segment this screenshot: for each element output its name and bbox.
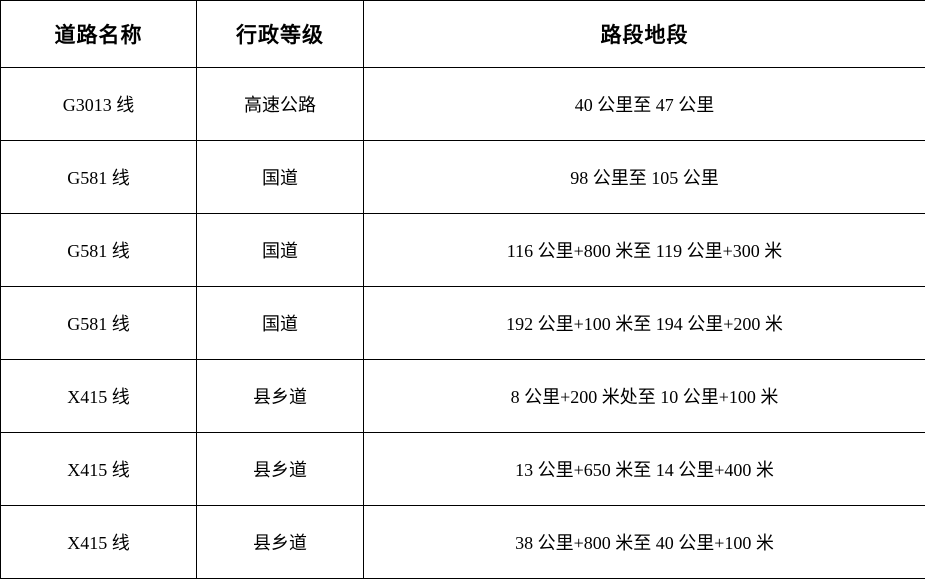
road-section-cell: 98 公里至 105 公里 bbox=[363, 140, 925, 214]
column-header-admin-level: 行政等级 bbox=[196, 0, 364, 68]
road-name-cell: X415 线 bbox=[0, 505, 197, 579]
admin-level-cell: 国道 bbox=[196, 140, 364, 214]
road-name-cell: G3013 线 bbox=[0, 67, 197, 141]
table-row: G581 线 国道 98 公里至 105 公里 bbox=[0, 140, 925, 214]
admin-level-cell: 国道 bbox=[196, 286, 364, 360]
road-section-cell: 8 公里+200 米处至 10 公里+100 米 bbox=[363, 359, 925, 433]
admin-level-cell: 县乡道 bbox=[196, 432, 364, 506]
table-row: G3013 线 高速公路 40 公里至 47 公里 bbox=[0, 67, 925, 141]
road-section-cell: 192 公里+100 米至 194 公里+200 米 bbox=[363, 286, 925, 360]
table-row: X415 线 县乡道 8 公里+200 米处至 10 公里+100 米 bbox=[0, 359, 925, 433]
column-header-road-section: 路段地段 bbox=[363, 0, 925, 68]
table-row: X415 线 县乡道 13 公里+650 米至 14 公里+400 米 bbox=[0, 432, 925, 506]
road-name-cell: G581 线 bbox=[0, 213, 197, 287]
table-row: G581 线 国道 192 公里+100 米至 194 公里+200 米 bbox=[0, 286, 925, 360]
road-name-cell: G581 线 bbox=[0, 286, 197, 360]
table-row: G581 线 国道 116 公里+800 米至 119 公里+300 米 bbox=[0, 213, 925, 287]
header-row: 道路名称 行政等级 路段地段 bbox=[0, 0, 925, 68]
road-name-cell: X415 线 bbox=[0, 359, 197, 433]
admin-level-cell: 县乡道 bbox=[196, 359, 364, 433]
table-row: X415 线 县乡道 38 公里+800 米至 40 公里+100 米 bbox=[0, 505, 925, 579]
road-name-cell: X415 线 bbox=[0, 432, 197, 506]
column-header-road-name: 道路名称 bbox=[0, 0, 197, 68]
admin-level-cell: 国道 bbox=[196, 213, 364, 287]
road-section-cell: 13 公里+650 米至 14 公里+400 米 bbox=[363, 432, 925, 506]
road-section-cell: 38 公里+800 米至 40 公里+100 米 bbox=[363, 505, 925, 579]
road-section-cell: 40 公里至 47 公里 bbox=[363, 67, 925, 141]
admin-level-cell: 高速公路 bbox=[196, 67, 364, 141]
road-name-cell: G581 线 bbox=[0, 140, 197, 214]
road-section-cell: 116 公里+800 米至 119 公里+300 米 bbox=[363, 213, 925, 287]
admin-level-cell: 县乡道 bbox=[196, 505, 364, 579]
